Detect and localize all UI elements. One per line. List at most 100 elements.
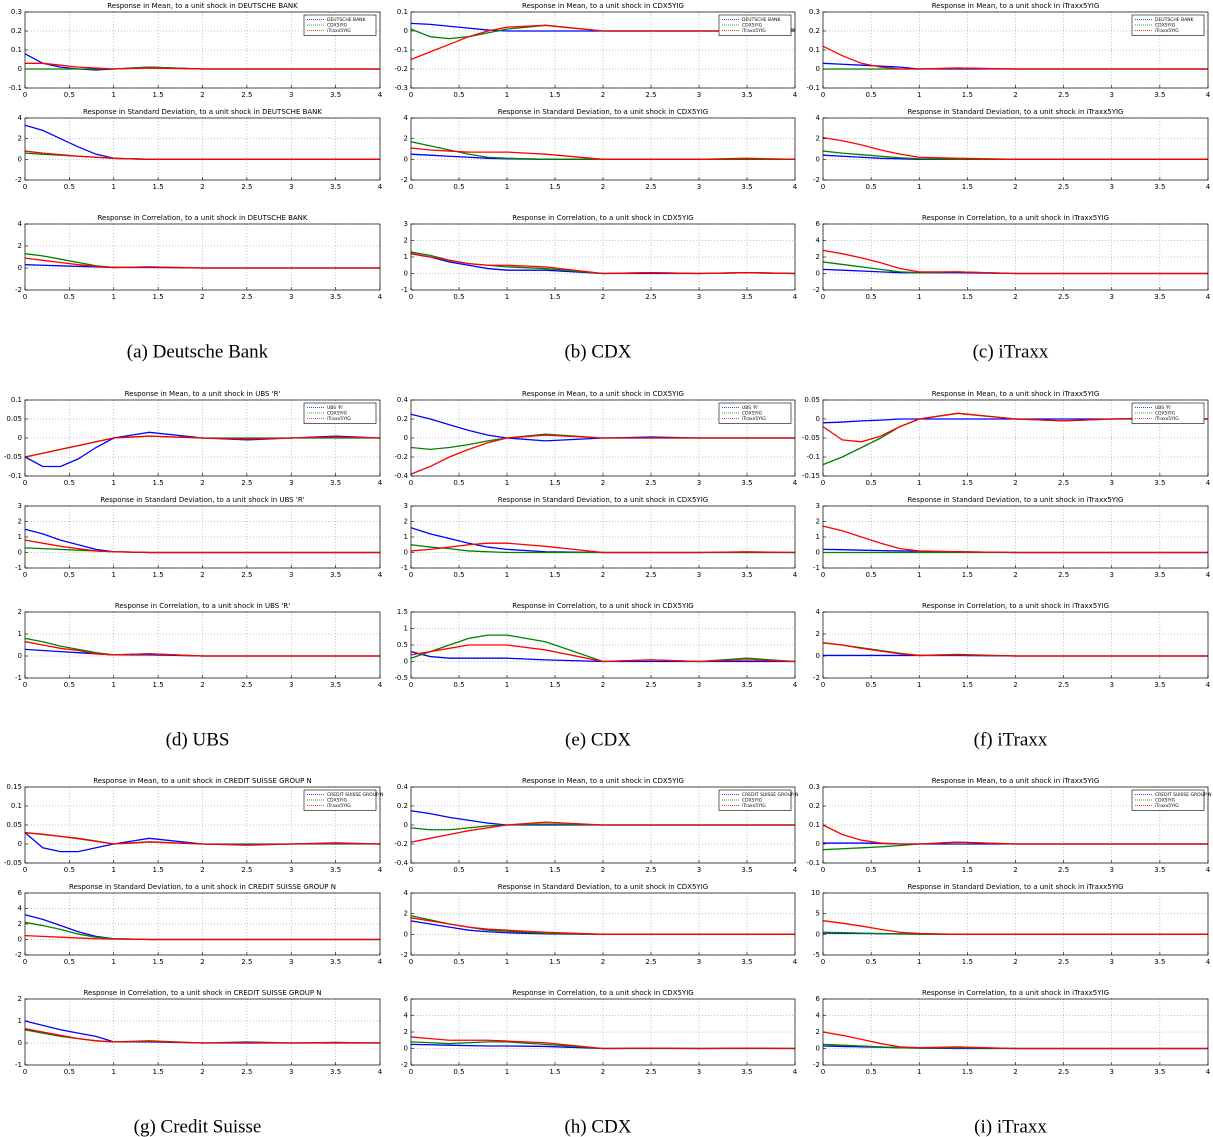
x-tick-label: 1 bbox=[917, 681, 921, 689]
axes-frame bbox=[822, 399, 1209, 477]
x-tick-label: 3.5 bbox=[1154, 1068, 1165, 1076]
panel-caption: (i) iTraxx bbox=[974, 1116, 1047, 1137]
x-tick-label: 1.5 bbox=[962, 1068, 973, 1076]
legend-label: iTraxx5YIG bbox=[742, 28, 766, 34]
y-tick-label: -2 bbox=[401, 1061, 408, 1069]
y-tick-label: 0 bbox=[816, 65, 820, 73]
chart-title: Response in Standard Deviation, to a uni… bbox=[908, 496, 1124, 504]
x-tick-label: 1.5 bbox=[962, 183, 973, 191]
line-series bbox=[410, 542, 796, 554]
x-tick-label: 1 bbox=[917, 91, 921, 99]
x-tick-label: 3 bbox=[1110, 958, 1114, 966]
y-tick-label: 0 bbox=[18, 549, 22, 557]
x-tick-label: 0 bbox=[409, 293, 413, 301]
x-tick-label: 0 bbox=[23, 293, 27, 301]
y-tick-label: 0 bbox=[18, 936, 22, 944]
legend-label: UBS 'R' bbox=[742, 405, 758, 411]
x-tick-label: 1 bbox=[917, 571, 921, 579]
y-tick-label: -1 bbox=[15, 564, 22, 572]
x-tick-label: 0.5 bbox=[453, 681, 464, 689]
y-tick-label: 0.1 bbox=[11, 396, 22, 404]
line-series bbox=[24, 435, 381, 458]
y-tick-label: -0.05 bbox=[4, 453, 22, 461]
y-tick-label: 0 bbox=[404, 821, 408, 829]
x-tick-label: 1.5 bbox=[549, 479, 560, 487]
x-tick-label: 0.5 bbox=[866, 571, 877, 579]
x-tick-label: 0.5 bbox=[866, 293, 877, 301]
x-tick-label: 3.5 bbox=[1154, 293, 1165, 301]
y-tick-label: 1 bbox=[404, 533, 408, 541]
y-tick-label: -2 bbox=[813, 286, 820, 294]
x-tick-label: 0 bbox=[409, 479, 413, 487]
y-tick-label: 0 bbox=[404, 27, 408, 35]
chart-title: Response in Correlation, to a unit shock… bbox=[922, 989, 1109, 997]
line-series bbox=[410, 917, 795, 935]
y-tick-label: 0.1 bbox=[11, 802, 22, 810]
line-series bbox=[822, 920, 1208, 935]
y-tick-label: -1 bbox=[813, 564, 820, 572]
chart-title: Response in Standard Deviation, to a uni… bbox=[100, 496, 304, 504]
x-tick-label: 2.5 bbox=[241, 866, 252, 874]
x-tick-label: 0 bbox=[821, 183, 825, 191]
x-tick-label: 1.5 bbox=[549, 1068, 560, 1076]
x-tick-label: 0.5 bbox=[453, 91, 464, 99]
x-tick-label: 1 bbox=[505, 91, 509, 99]
x-tick-label: 3.5 bbox=[1154, 91, 1165, 99]
x-tick-label: 3.5 bbox=[741, 1068, 752, 1076]
chart-title: Response in Mean, to a unit shock in CRE… bbox=[93, 777, 312, 785]
x-tick-label: 2.5 bbox=[1058, 1068, 1069, 1076]
y-tick-label: -2 bbox=[401, 176, 408, 184]
x-tick-label: 3 bbox=[697, 91, 701, 99]
x-tick-label: 3.5 bbox=[330, 866, 341, 874]
y-tick-label: -2 bbox=[15, 286, 22, 294]
x-tick-label: 4 bbox=[793, 183, 798, 191]
x-tick-label: 1.5 bbox=[962, 958, 973, 966]
x-tick-label: 3.5 bbox=[741, 91, 752, 99]
y-tick-label: 6 bbox=[816, 995, 821, 1003]
panel-caption: (e) CDX bbox=[565, 729, 631, 750]
x-tick-label: 3.5 bbox=[1154, 681, 1165, 689]
axes-frame bbox=[822, 786, 1209, 864]
axes-frame bbox=[410, 223, 796, 291]
x-tick-label: 0 bbox=[821, 571, 825, 579]
x-tick-label: 1 bbox=[112, 479, 116, 487]
y-tick-label: 2 bbox=[404, 237, 408, 245]
x-tick-label: 1 bbox=[505, 293, 509, 301]
x-tick-label: 2.5 bbox=[1058, 681, 1069, 689]
legend-label: iTraxx5YIG bbox=[742, 803, 766, 809]
x-tick-label: 3 bbox=[697, 681, 701, 689]
x-tick-label: 3 bbox=[697, 866, 701, 874]
x-tick-label: 3.5 bbox=[741, 479, 752, 487]
x-tick-label: 1 bbox=[917, 293, 921, 301]
x-tick-label: 4 bbox=[378, 866, 383, 874]
x-tick-label: 1 bbox=[917, 1068, 921, 1076]
chart-title: Response in Correlation, to a unit shock… bbox=[922, 602, 1109, 610]
y-tick-label: -2 bbox=[401, 951, 408, 959]
y-tick-label: 1 bbox=[404, 253, 408, 261]
x-tick-label: 1 bbox=[917, 183, 921, 191]
y-tick-label: 0.2 bbox=[397, 415, 408, 423]
x-tick-label: 4 bbox=[793, 91, 798, 99]
line-series bbox=[410, 24, 796, 61]
line-series bbox=[24, 1028, 381, 1044]
y-tick-label: 0.2 bbox=[809, 802, 820, 810]
y-tick-label: -0.4 bbox=[394, 472, 408, 480]
x-tick-label: 2 bbox=[601, 681, 605, 689]
y-tick-label: 4 bbox=[404, 889, 409, 897]
legend-label: DEUTSCHE BANK bbox=[1155, 17, 1195, 23]
axes-frame bbox=[822, 223, 1209, 291]
x-tick-label: 1 bbox=[917, 479, 921, 487]
x-tick-label: 3.5 bbox=[1154, 866, 1165, 874]
legend-label: iTraxx5YIG bbox=[742, 416, 766, 422]
y-tick-label: 0 bbox=[18, 434, 22, 442]
x-tick-label: 0.5 bbox=[64, 571, 75, 579]
x-tick-label: 4 bbox=[793, 571, 798, 579]
chart-title: Response in Standard Deviation, to a uni… bbox=[498, 108, 708, 116]
axes-frame bbox=[410, 505, 796, 569]
y-tick-label: -2 bbox=[15, 176, 22, 184]
y-tick-label: -0.1 bbox=[8, 472, 22, 480]
legend-label: CDX5YIG bbox=[742, 798, 763, 804]
y-tick-label: 0 bbox=[404, 155, 408, 163]
x-tick-label: 1.5 bbox=[153, 183, 164, 191]
x-tick-label: 2 bbox=[601, 958, 605, 966]
